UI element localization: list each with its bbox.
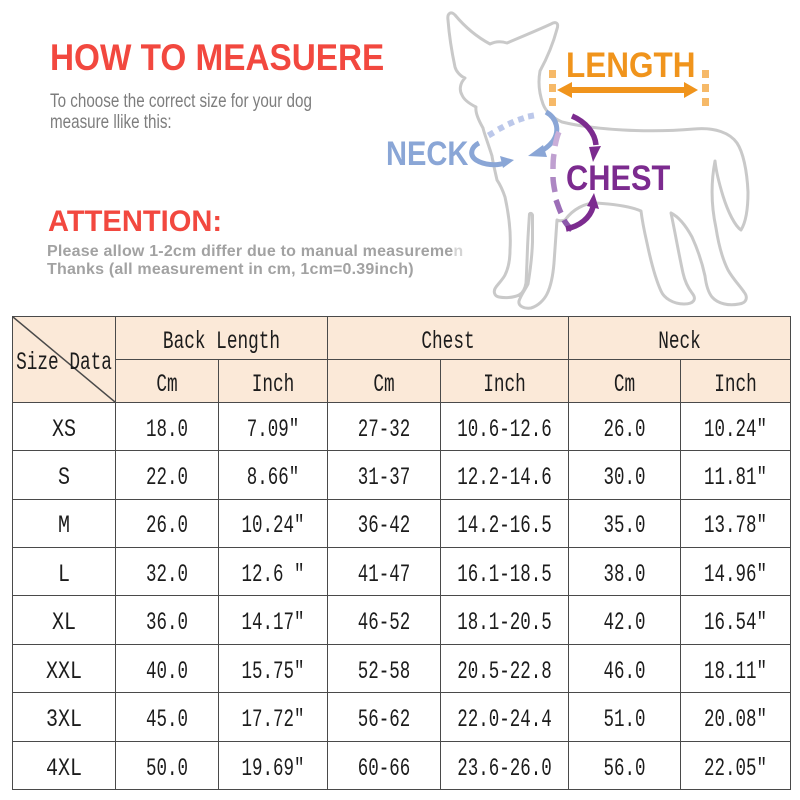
svg-text:CHEST: CHEST (566, 158, 670, 197)
svg-text:NECK: NECK (386, 134, 469, 173)
svg-text:LENGTH: LENGTH (566, 47, 695, 86)
